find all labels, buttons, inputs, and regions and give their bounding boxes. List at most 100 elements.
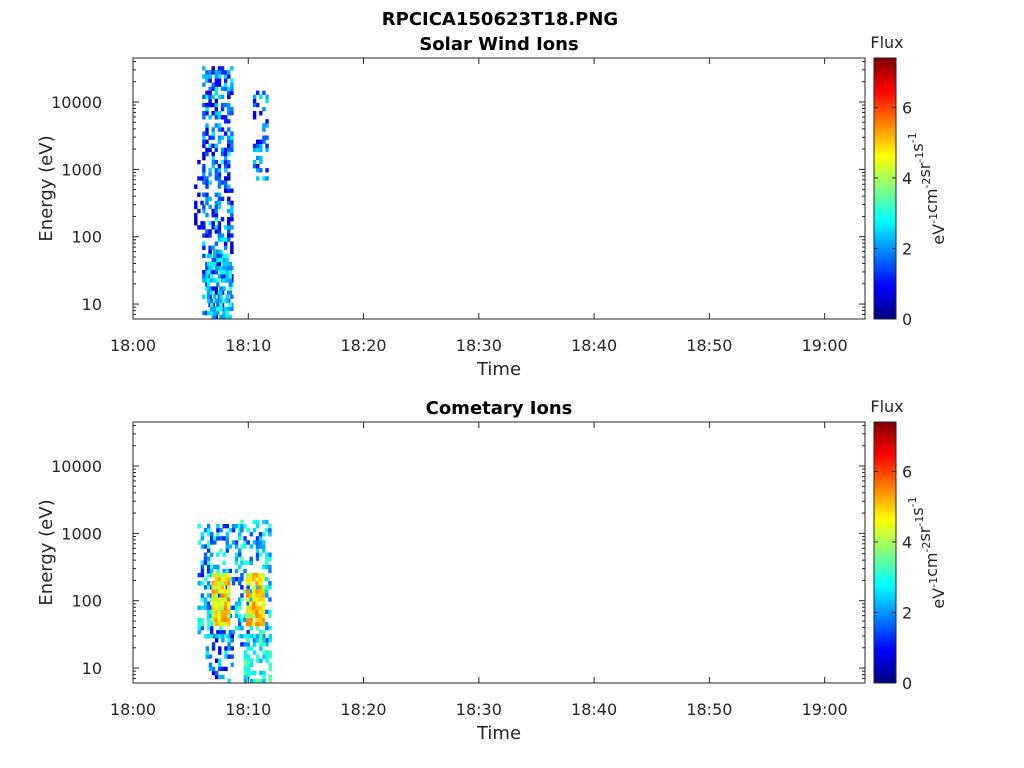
flux-cell <box>220 601 225 606</box>
x-tick-label: 18:30 <box>456 700 502 719</box>
flux-cell <box>216 249 220 255</box>
flux-cell <box>268 666 272 672</box>
flux-cell <box>259 159 263 165</box>
flux-cell <box>216 523 220 529</box>
flux-cell <box>225 298 229 303</box>
flux-cell <box>202 233 206 238</box>
flux-cell <box>227 106 231 112</box>
colorbar <box>873 57 897 320</box>
flux-cell <box>234 544 239 549</box>
flux-cell <box>211 670 216 676</box>
flux-cell <box>268 585 272 590</box>
flux-cell <box>261 613 265 619</box>
flux-cell <box>220 94 225 100</box>
flux-cell <box>230 662 234 667</box>
flux-cell <box>219 629 223 635</box>
flux-cell <box>225 540 229 545</box>
flux-cell <box>214 123 219 128</box>
flux-cell <box>208 90 212 96</box>
flux-cell <box>205 184 209 189</box>
flux-cell <box>202 310 206 316</box>
flux-cell <box>217 204 222 210</box>
flux-cells <box>197 519 272 683</box>
flux-cell <box>255 589 259 594</box>
flux-cell <box>202 278 206 283</box>
flux-cell <box>265 519 269 525</box>
x-tick-label: 18:00 <box>110 700 156 719</box>
y-tick-label: 10 <box>82 659 102 678</box>
flux-cell <box>218 646 222 651</box>
flux-cell <box>216 265 220 271</box>
flux-cell <box>258 585 262 590</box>
flux-cell <box>214 589 218 594</box>
flux-cell <box>253 650 257 655</box>
flux-cell <box>223 241 228 246</box>
flux-cell <box>246 642 250 647</box>
flux-cell <box>205 70 209 75</box>
flux-cell <box>209 261 214 267</box>
flux-cell <box>220 86 225 91</box>
flux-cell <box>211 585 215 590</box>
flux-cell <box>206 528 211 533</box>
flux-cell <box>222 270 226 275</box>
flux-cell <box>214 82 219 87</box>
flux-cell <box>197 225 201 230</box>
flux-cell <box>252 102 257 108</box>
flux-cell <box>230 111 234 116</box>
flux-cell <box>265 621 269 627</box>
flux-cell <box>205 180 209 185</box>
flux-cell <box>205 139 209 144</box>
flux-cell <box>249 658 254 663</box>
flux-cell <box>265 98 269 104</box>
flux-cell <box>206 585 211 590</box>
flux-cell <box>240 625 244 631</box>
flux-cell <box>268 581 272 586</box>
flux-cell <box>216 306 220 312</box>
flux-cell <box>211 127 215 132</box>
flux-cell <box>211 609 215 614</box>
flux-cell <box>205 102 209 108</box>
flux-cell <box>197 523 201 529</box>
flux-cell <box>214 147 219 153</box>
flux-cell <box>249 532 253 537</box>
x-tick-label: 18:40 <box>571 700 617 719</box>
flux-cell <box>227 176 231 181</box>
flux-cell <box>206 572 211 578</box>
flux-cell <box>255 519 260 525</box>
flux-cell <box>261 585 265 590</box>
flux-cell <box>249 597 253 602</box>
flux-cell <box>216 528 220 533</box>
flux-cell <box>259 678 263 683</box>
flux-cell <box>249 560 253 566</box>
flux-cell <box>249 572 253 578</box>
flux-cell <box>222 265 226 271</box>
flux-cell <box>209 274 214 279</box>
flux-cell <box>202 204 206 210</box>
flux-cell <box>240 642 244 647</box>
flux-cell <box>261 564 266 570</box>
flux-cell <box>228 282 232 287</box>
flux-cell <box>205 654 210 659</box>
flux-cell <box>216 257 220 263</box>
x-tick-label: 18:20 <box>340 700 386 719</box>
colorbar-tick-label: 2 <box>902 603 912 622</box>
flux-cell <box>217 597 222 602</box>
flux-cell <box>220 572 225 578</box>
flux-cell <box>208 286 212 291</box>
flux-cell <box>261 621 265 627</box>
figure-title: RPCICA150623T18.PNG <box>382 9 618 30</box>
flux-cell <box>205 196 209 202</box>
flux-cell <box>219 249 223 255</box>
flux-cell <box>216 568 220 574</box>
flux-cell <box>220 609 225 614</box>
flux-cell <box>200 225 204 230</box>
flux-cell <box>194 221 198 226</box>
unit-exponent: -1 <box>913 516 926 527</box>
flux-cell <box>226 576 231 582</box>
solar-wind-ions-panel: Solar Wind Ions 18:00 18:10 18:20 18:30 18:40… <box>36 33 948 380</box>
flux-cell <box>197 625 201 631</box>
flux-cell <box>202 294 206 299</box>
flux-cell <box>202 168 206 173</box>
flux-cell <box>234 609 239 614</box>
flux-cell <box>217 601 222 606</box>
